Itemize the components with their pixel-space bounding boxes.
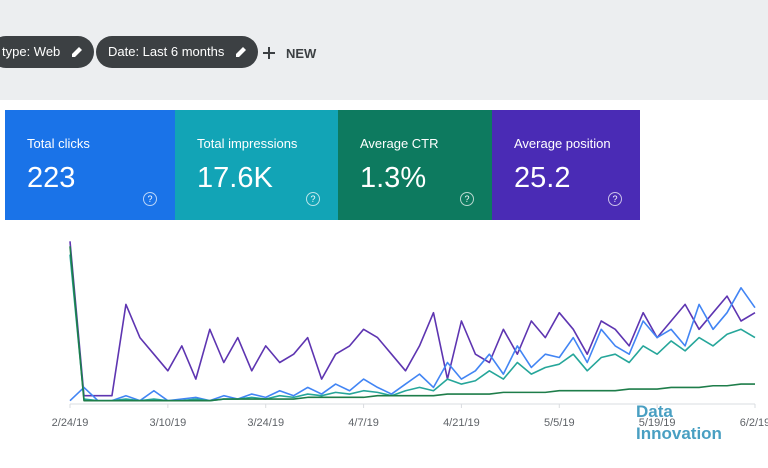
metric-label: Total impressions xyxy=(197,136,298,151)
chip-label: type: Web xyxy=(2,44,61,59)
series-line xyxy=(69,246,755,402)
toolbar: type: Web Date: Last 6 months NEW xyxy=(0,0,768,100)
metric-label: Total clicks xyxy=(27,136,90,151)
plus-icon xyxy=(263,47,275,59)
metric-value: 223 xyxy=(27,162,76,194)
x-tick-label: 3/10/19 xyxy=(150,417,187,429)
watermark: Innovation xyxy=(636,424,722,443)
metric-card[interactable]: Total clicks 223? xyxy=(5,110,175,220)
metric-card[interactable]: Average position 25.2? xyxy=(492,110,640,220)
x-tick-label: 3/24/19 xyxy=(247,417,284,429)
help-icon: ? xyxy=(143,192,157,206)
metric-value: 1.3% xyxy=(360,162,427,194)
edit-icon xyxy=(72,47,83,57)
x-tick-label: 2/24/19 xyxy=(52,417,89,429)
filter-chip[interactable]: Date: Last 6 months xyxy=(96,36,259,68)
series-line xyxy=(69,241,756,397)
new-button[interactable]: NEW xyxy=(262,46,316,61)
chart: 2/24/19 3/10/19 3/24/19 4/7/19 4/21/19 5/5/19… xyxy=(52,241,768,429)
metric-cards: Total clicks 223? Total impressions 17.6K? A… xyxy=(5,110,640,220)
help-icon: ? xyxy=(306,192,320,206)
metric-value: 25.2 xyxy=(514,162,571,194)
series-line xyxy=(69,287,756,402)
metric-card[interactable]: Total impressions 17.6K? xyxy=(175,110,338,220)
help-icon: ? xyxy=(460,192,474,206)
help-icon: ? xyxy=(608,192,622,206)
metric-value: 17.6K xyxy=(197,162,273,194)
button-label: NEW xyxy=(286,46,317,61)
metric-card[interactable]: Average CTR 1.3%? xyxy=(338,110,492,220)
metric-label: Average CTR xyxy=(360,136,439,151)
edit-icon xyxy=(236,47,247,57)
x-tick-label: 5/19/19 xyxy=(639,417,676,429)
filter-chip[interactable]: type: Web xyxy=(0,36,95,68)
x-tick-label: 6/2/19 xyxy=(740,417,768,429)
metric-label: Average position xyxy=(514,136,611,151)
chip-label: Date: Last 6 months xyxy=(108,44,225,59)
x-tick-label: 4/7/19 xyxy=(348,417,379,429)
x-tick-label: 5/5/19 xyxy=(544,417,575,429)
x-tick-label: 4/21/19 xyxy=(443,417,480,429)
watermark: Data xyxy=(636,402,673,421)
